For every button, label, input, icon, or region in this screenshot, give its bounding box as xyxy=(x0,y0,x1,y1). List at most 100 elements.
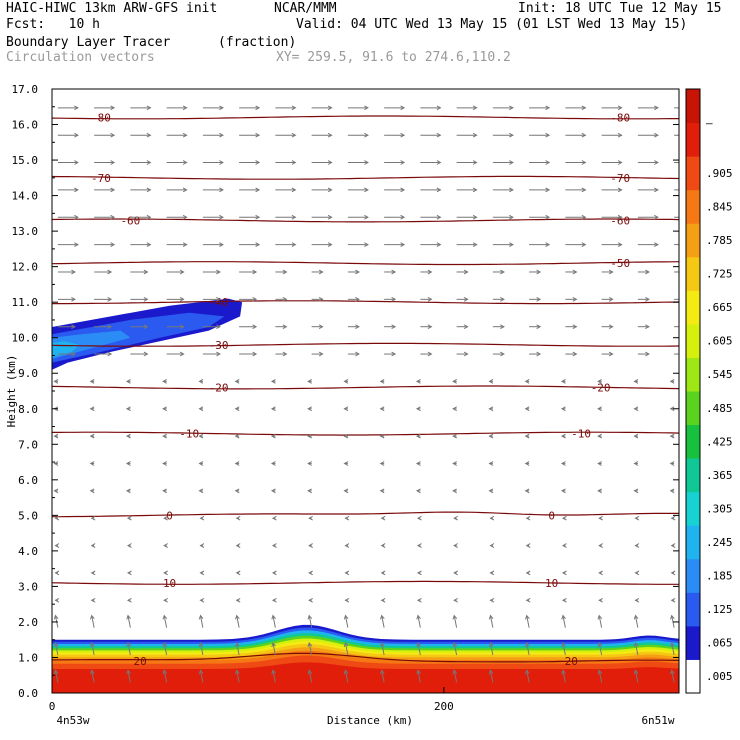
circulation-vector xyxy=(384,132,406,138)
vector-head xyxy=(318,324,324,330)
circulation-vector xyxy=(307,641,313,656)
vector-head xyxy=(90,515,96,521)
vector-head xyxy=(669,433,675,439)
circulation-vector xyxy=(456,351,469,357)
y-tick-label: 9.0 xyxy=(18,367,38,380)
vector-head xyxy=(107,296,113,302)
vector-head xyxy=(74,214,79,220)
circulation-vector xyxy=(415,488,421,494)
colorbar-label: .905 xyxy=(706,167,733,180)
vector-shaft xyxy=(272,670,276,683)
circulation-vector xyxy=(674,271,679,273)
vector-shaft xyxy=(163,615,168,628)
circulation-vector xyxy=(420,242,442,247)
vector-head xyxy=(488,641,494,647)
circulation-vector xyxy=(163,543,168,548)
circulation-vector xyxy=(420,351,433,357)
vector-head xyxy=(327,214,333,220)
vector-head xyxy=(654,187,659,193)
circulation-vector xyxy=(452,669,458,683)
vector-head xyxy=(216,351,221,357)
vector-head xyxy=(391,351,397,357)
vector-head xyxy=(110,160,116,165)
circulation-vector xyxy=(166,324,185,330)
vector-head xyxy=(581,105,587,111)
vector-head xyxy=(125,488,131,494)
circulation-vector xyxy=(453,515,458,521)
vector-head xyxy=(343,614,349,620)
vector-head xyxy=(307,641,313,647)
circulation-vector xyxy=(275,214,297,220)
vector-shaft xyxy=(634,670,639,683)
circulation-vector xyxy=(416,570,422,576)
circulation-vector xyxy=(561,669,566,683)
circulation-vector xyxy=(239,324,258,330)
vector-shaft xyxy=(91,670,95,683)
vector-head xyxy=(509,105,514,111)
vector-head xyxy=(343,641,349,647)
circulation-vector xyxy=(57,105,79,111)
circulation-vector xyxy=(456,242,478,247)
vector-head xyxy=(163,570,168,576)
vector-head xyxy=(198,641,204,647)
circulation-vector xyxy=(347,105,369,111)
circulation-vector xyxy=(415,433,421,439)
colorbar-swatch xyxy=(686,558,700,593)
forecast-hour: Fcst: 10 h xyxy=(6,17,100,32)
circulation-vector xyxy=(674,134,679,136)
isotherm-label: 0 xyxy=(166,509,173,522)
circulation-vector xyxy=(202,351,221,357)
circulation-vector xyxy=(492,160,514,165)
vector-head xyxy=(561,570,567,576)
vector-head xyxy=(182,214,188,220)
vector-head xyxy=(452,614,458,620)
circulation-vector xyxy=(488,379,494,384)
circulation-vector xyxy=(271,515,277,521)
isotherm-label: -50 xyxy=(610,257,630,270)
vector-shaft xyxy=(54,642,59,656)
vector-head xyxy=(617,105,623,111)
circulation-vector xyxy=(199,570,205,576)
circulation-vector xyxy=(601,296,614,302)
circulation-vector xyxy=(343,379,349,384)
circulation-vector xyxy=(166,105,188,111)
vector-head xyxy=(617,242,623,247)
vector-head xyxy=(282,296,288,302)
circulation-vector xyxy=(379,433,385,439)
vector-head xyxy=(271,515,277,521)
circulation-vector xyxy=(239,269,258,275)
vector-head xyxy=(252,351,258,357)
vector-head xyxy=(597,641,603,647)
vector-head xyxy=(472,160,478,165)
vector-head xyxy=(654,214,659,220)
vector-shaft xyxy=(91,615,95,628)
vector-shaft xyxy=(199,642,204,656)
colorbar-label: .785 xyxy=(706,234,733,247)
circulation-vector xyxy=(130,214,152,220)
circulation-vector xyxy=(162,461,167,466)
vector-head xyxy=(282,269,288,275)
vector-head xyxy=(163,543,168,548)
circulation-vector xyxy=(198,488,204,494)
vector-head xyxy=(355,351,360,357)
y-tick-label: 15.0 xyxy=(12,154,39,167)
circulation-vector xyxy=(669,488,675,494)
vector-head xyxy=(216,269,221,275)
vector-head xyxy=(669,406,675,412)
circulation-vector xyxy=(529,269,542,275)
circulation-vector xyxy=(166,187,188,193)
vector-head xyxy=(219,187,224,193)
circulation-vector xyxy=(601,324,614,330)
vector-shaft xyxy=(453,615,458,628)
circulation-vector xyxy=(202,160,224,165)
vector-head xyxy=(472,105,478,111)
circulation-vector xyxy=(598,570,603,576)
isotherm-label: -80 xyxy=(91,111,111,124)
circulation-vector xyxy=(633,488,639,494)
vector-head xyxy=(509,187,514,193)
y-tick-label: 14.0 xyxy=(12,190,39,203)
vector-head xyxy=(524,488,530,494)
vector-shaft xyxy=(453,670,458,683)
vector-head xyxy=(71,296,76,302)
circulation-vector xyxy=(380,641,385,656)
